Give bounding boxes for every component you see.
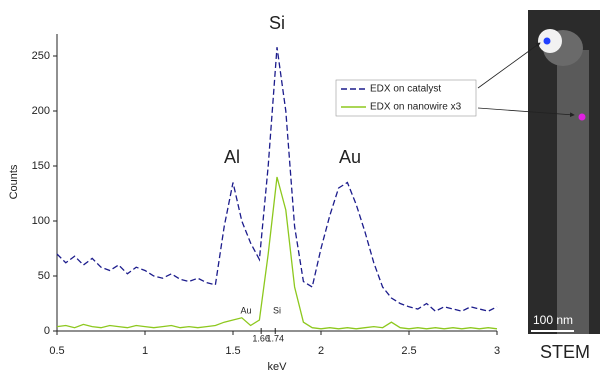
annotation: Au [339, 147, 361, 167]
catalyst-dot [543, 37, 551, 45]
legend-box [335, 79, 477, 117]
y-tick-label: 150 [32, 160, 50, 172]
stem-panel: 100 nm [528, 10, 600, 334]
marker-label: 1.74 [266, 333, 284, 343]
y-tick-label: 100 [32, 215, 50, 227]
x-tick-label: 2 [318, 345, 324, 357]
scale-bar-label: 100 nm [533, 313, 573, 327]
nanowire-dot [578, 113, 586, 121]
y-tick-label: 50 [38, 270, 50, 282]
y-tick-label: 200 [32, 105, 50, 117]
y-tick-label: 0 [44, 325, 50, 337]
annotation: Si [273, 305, 281, 315]
x-tick-label: 1.5 [225, 345, 240, 357]
stem-caption: STEM [540, 342, 590, 362]
annotation: Al [224, 147, 240, 167]
nanowire [557, 50, 589, 334]
series-line [56, 176, 498, 330]
legend-label: EDX on catalyst [370, 84, 441, 95]
annotation: Au [240, 305, 251, 315]
x-axis-label: keV [268, 361, 288, 373]
x-tick-label: 2.5 [401, 345, 416, 357]
arrow [477, 42, 541, 89]
series-line [56, 47, 498, 312]
marker-label: 1.66 [252, 333, 270, 343]
legend-label: EDX on nanowire x3 [370, 102, 462, 113]
x-tick-label: 0.5 [49, 345, 64, 357]
y-axis-label: Counts [8, 164, 20, 199]
annotation: Si [269, 13, 285, 33]
x-tick-label: 1 [142, 345, 148, 357]
x-tick-label: 3 [494, 345, 500, 357]
y-tick-label: 250 [32, 50, 50, 62]
arrow [477, 107, 575, 118]
